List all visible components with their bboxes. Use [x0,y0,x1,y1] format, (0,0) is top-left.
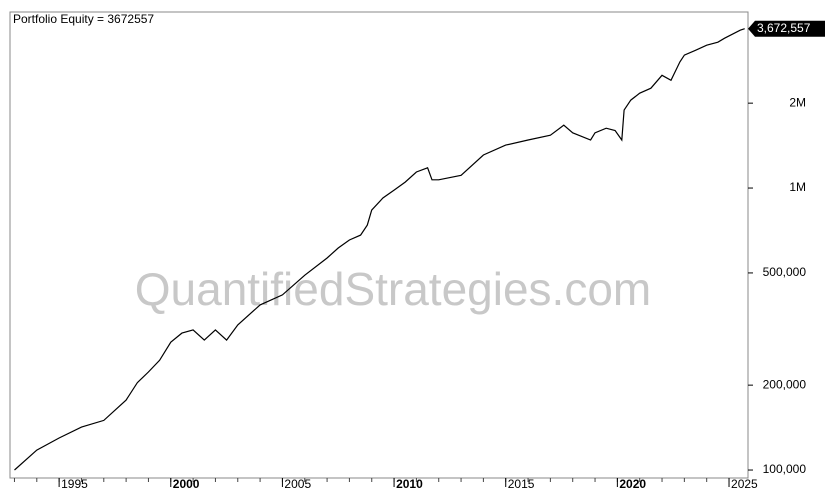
equity-line [14,28,745,471]
x-tick-label: 2010 [396,477,423,491]
x-tick-label: 2025 [731,477,758,491]
y-tick-label: 500,000 [763,265,807,279]
plot-frame [9,11,749,479]
y-tick-label: 1M [789,180,806,194]
chart-title: Portfolio Equity = 3672557 [13,12,154,26]
x-tick-label: 1995 [61,477,88,491]
y-tick-label: 100,000 [763,462,807,476]
watermark: QuantifiedStrategies.com [135,263,652,315]
y-tick-label: 200,000 [763,377,807,391]
x-tick-label: 2020 [619,477,646,491]
x-tick-label: 2005 [284,477,311,491]
x-tick-label: 2015 [508,477,535,491]
last-value-tag [748,20,825,37]
y-tick-label: 2M [789,95,806,109]
last-value-label: 3,672,557 [757,21,811,35]
x-tick-label: 2000 [173,477,200,491]
